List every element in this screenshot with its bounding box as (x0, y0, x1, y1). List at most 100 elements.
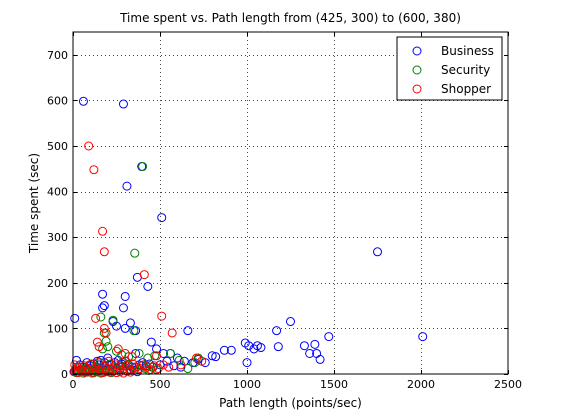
data-point (98, 303, 108, 313)
data-point (273, 342, 283, 352)
data-point (244, 341, 254, 351)
y-tick-label: 100 (47, 322, 68, 335)
x-tick-label: 500 (150, 378, 171, 391)
data-point (143, 281, 153, 291)
data-point (299, 341, 309, 351)
data-point (138, 162, 148, 172)
legend-label: Security (441, 63, 490, 77)
y-tick-label: 200 (47, 277, 68, 290)
data-point (98, 226, 108, 236)
data-point (219, 345, 229, 355)
data-point (207, 351, 217, 361)
data-point (127, 352, 137, 362)
data-point (146, 337, 156, 347)
data-point (176, 362, 186, 372)
data-point (256, 343, 266, 353)
data-point (108, 315, 118, 325)
data-point (118, 99, 128, 109)
data-point (122, 181, 132, 191)
data-point (310, 339, 320, 349)
x-tick-label: 1500 (320, 378, 348, 391)
data-point (129, 326, 139, 336)
data-point (167, 328, 177, 338)
data-point (113, 344, 123, 354)
data-point (94, 342, 104, 352)
data-point (242, 358, 252, 368)
plot-border (72, 31, 509, 375)
y-tick-label: 400 (47, 186, 68, 199)
data-point (101, 366, 111, 376)
data-point (70, 360, 80, 370)
data-point (211, 352, 221, 362)
data-point (91, 313, 101, 323)
data-point (197, 356, 207, 366)
legend-marker (412, 46, 422, 56)
series-shopper (69, 141, 207, 378)
data-point (183, 326, 193, 336)
data-point (272, 326, 282, 336)
data-point (118, 303, 128, 313)
y-tick-label: 0 (61, 368, 68, 381)
data-point (101, 328, 111, 338)
legend: Business Security Shopper (396, 36, 503, 101)
data-point (120, 323, 130, 333)
data-point (77, 366, 87, 376)
legend-marker (412, 65, 422, 75)
y-tick-label: 500 (47, 140, 68, 153)
data-point (122, 366, 132, 376)
data-point (174, 355, 184, 365)
data-point (149, 361, 159, 371)
x-tick-label: 2500 (494, 378, 522, 391)
data-point (152, 351, 162, 361)
data-point (147, 362, 157, 372)
data-point (373, 247, 382, 257)
data-point (152, 344, 162, 354)
data-point (120, 291, 130, 301)
axis-ticks (73, 32, 509, 375)
legend-label: Business (441, 44, 494, 58)
x-tick-label: 2000 (407, 378, 435, 391)
data-point (324, 332, 334, 342)
data-point (176, 360, 186, 370)
legend-label: Shopper (441, 82, 491, 96)
data-point (315, 354, 325, 364)
x-tick-label: 0 (70, 378, 77, 391)
data-point (104, 356, 114, 366)
legend-items: Business Security Shopper (412, 44, 494, 96)
y-tick-label: 600 (47, 94, 68, 107)
data-point (99, 323, 109, 333)
data-point (92, 337, 102, 347)
data-point (139, 270, 149, 280)
data-point (99, 301, 109, 311)
tick-labels: 0 500 1000 1500 2000 2500 0 100 200 300 400 500 600 7… (47, 49, 522, 391)
data-point (165, 348, 175, 358)
data-point (286, 317, 295, 327)
data-point (226, 345, 236, 355)
data-point (164, 362, 174, 372)
y-tick-label: 300 (47, 231, 68, 244)
data-point (84, 141, 94, 151)
data-point (157, 213, 167, 223)
data-point (305, 348, 315, 358)
y-tick-label: 700 (47, 49, 68, 62)
chart-title: Time spent vs. Path length from (425, 30… (119, 11, 461, 25)
x-axis-title: Path length (points/sec) (219, 396, 362, 410)
data-point (157, 311, 167, 321)
data-point (125, 318, 135, 328)
data-point (192, 353, 202, 363)
data-point (103, 342, 113, 352)
data-points (69, 96, 428, 378)
data-point (70, 313, 80, 323)
data-point (98, 289, 108, 299)
data-point (125, 367, 135, 377)
data-point (99, 247, 109, 257)
data-point (130, 248, 140, 258)
data-point (89, 165, 99, 175)
data-point (183, 364, 193, 374)
legend-marker (412, 84, 422, 94)
data-point (78, 96, 88, 106)
data-point (169, 361, 179, 371)
data-point (112, 368, 121, 378)
